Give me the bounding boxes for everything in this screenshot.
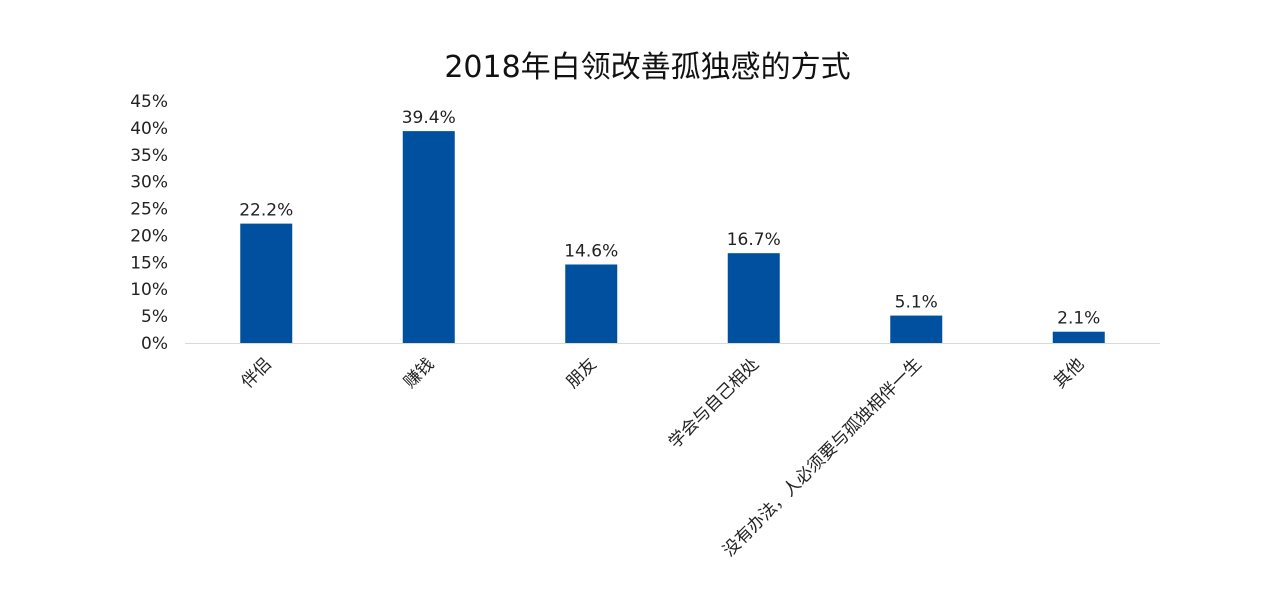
y-tick-label: 5% xyxy=(141,307,168,327)
data-label: 2.1% xyxy=(1057,309,1100,329)
y-tick-label: 45% xyxy=(130,92,168,112)
y-axis: 0% 5% 10% 15% 20% 25% 30% 35% 40% 45% xyxy=(130,92,168,354)
bar xyxy=(1052,331,1105,343)
x-tick-label: 赚钱 xyxy=(400,354,438,392)
bar xyxy=(565,264,618,343)
y-tick-label: 35% xyxy=(130,146,168,166)
data-label: 16.7% xyxy=(727,230,781,250)
bar xyxy=(402,131,455,343)
bar xyxy=(727,253,780,343)
y-tick-label: 0% xyxy=(141,334,168,354)
x-tick-label: 朋友 xyxy=(563,354,601,392)
x-tick-label: 其他 xyxy=(1050,354,1088,392)
y-tick-label: 10% xyxy=(130,280,168,300)
y-tick-label: 20% xyxy=(130,226,168,246)
data-label: 39.4% xyxy=(402,108,456,128)
y-tick-label: 25% xyxy=(130,200,168,220)
data-label: 14.6% xyxy=(564,241,618,261)
x-tick-label: 伴侣 xyxy=(238,354,276,392)
data-label: 5.1% xyxy=(895,293,938,313)
data-label: 22.2% xyxy=(239,201,293,221)
chart-title: 2018年白领改善孤独感的方式 xyxy=(444,50,851,85)
x-tick-label: 没有办法，人必须要与孤独相伴一生 xyxy=(719,354,925,560)
x-tick-label: 学会与自己相处 xyxy=(665,354,763,452)
bar xyxy=(240,223,293,343)
bar xyxy=(890,315,943,343)
bars-group xyxy=(240,131,1105,343)
y-tick-label: 15% xyxy=(130,253,168,273)
y-tick-label: 40% xyxy=(130,119,168,139)
y-tick-label: 30% xyxy=(130,173,168,193)
data-labels-group: 22.2% 39.4% 14.6% 16.7% 5.1% 2.1% xyxy=(239,108,1100,329)
